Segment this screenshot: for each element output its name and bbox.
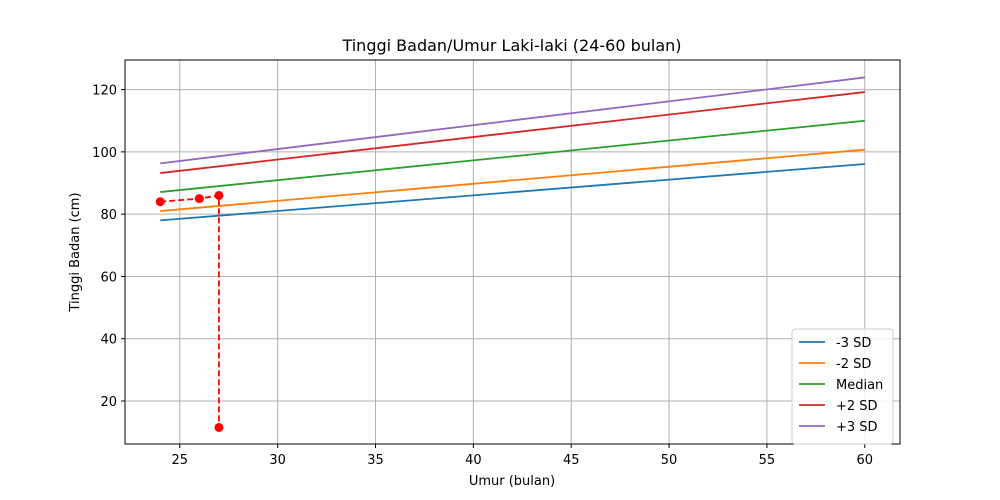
y-tick-label: 20 (100, 395, 117, 410)
y-axis: 20 40 60 80 100 120 (92, 84, 125, 410)
x-tick-label: 40 (465, 453, 482, 468)
measurement-point (155, 197, 165, 207)
x-tick-label: 60 (856, 453, 873, 468)
legend-label: -2 SD (836, 357, 871, 372)
legend-label: +2 SD (836, 399, 878, 414)
legend: -3 SD -2 SD Median +2 SD +3 SD (791, 328, 894, 445)
x-axis: 25 30 35 40 45 50 55 60 (172, 444, 873, 468)
y-tick-label: 120 (92, 84, 117, 99)
measurement-point (214, 422, 224, 432)
series-line (160, 163, 865, 222)
grid (125, 60, 900, 444)
x-tick-label: 25 (172, 453, 189, 468)
x-axis-label: Umur (bulan) (469, 474, 555, 489)
x-tick-label: 50 (661, 453, 678, 468)
x-tick-label: 35 (367, 453, 384, 468)
series-line (160, 119, 865, 193)
x-tick-label: 55 (759, 453, 776, 468)
series-lines (160, 76, 865, 222)
y-tick-label: 100 (92, 146, 117, 161)
measurement-point (214, 190, 224, 200)
legend-label: Median (836, 378, 883, 393)
series-line (160, 76, 865, 165)
y-axis-label: Tinggi Badan (cm) (68, 192, 83, 312)
y-tick-label: 80 (100, 208, 117, 223)
x-tick-label: 30 (269, 453, 286, 468)
measurement-line (160, 194, 220, 428)
legend-label: -3 SD (836, 336, 871, 351)
x-tick-label: 45 (563, 453, 580, 468)
chart-title: Tinggi Badan/Umur Laki-laki (24-60 bulan… (341, 36, 681, 55)
plot-frame (124, 59, 901, 445)
series-line (160, 91, 865, 174)
legend-label: +3 SD (836, 420, 878, 435)
measurement-series (155, 190, 224, 432)
legend-box (791, 328, 894, 445)
y-tick-label: 60 (100, 270, 117, 285)
measurement-point (194, 194, 204, 204)
y-tick-label: 40 (100, 333, 117, 348)
series-line (160, 148, 865, 212)
